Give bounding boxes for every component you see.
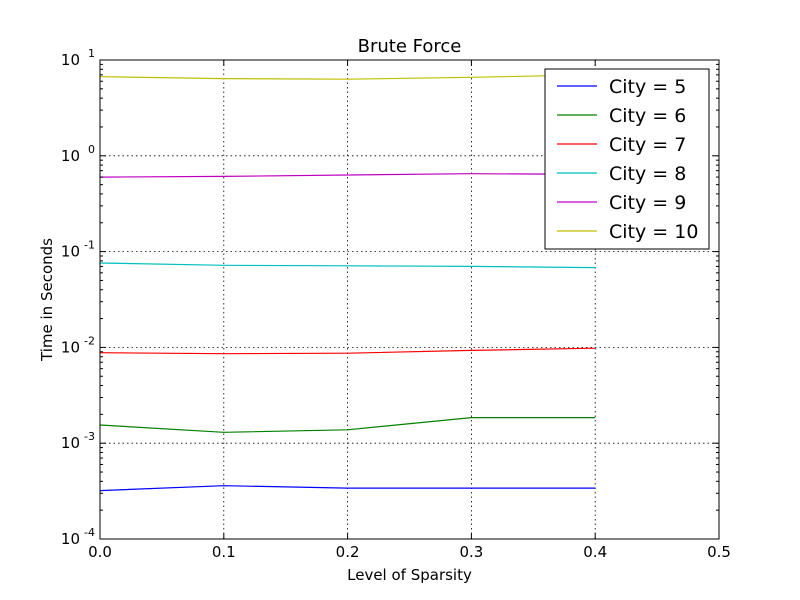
x-tick-label: 0.0 — [88, 543, 112, 561]
legend-box — [544, 68, 710, 250]
legend-label: City = 10 — [609, 221, 698, 243]
y-tick-label: 10 -4 — [61, 526, 95, 548]
x-tick-label: 0.5 — [707, 543, 731, 561]
y-tick-label: 10 -3 — [61, 430, 95, 452]
series-layer — [99, 74, 596, 492]
chart-title: Brute Force — [358, 36, 462, 57]
x-tick-label: 0.4 — [583, 543, 607, 561]
y-tick-exponent: 1 — [88, 47, 95, 60]
y-tick-exponent: -2 — [84, 334, 95, 347]
legend-label: City = 7 — [609, 134, 686, 156]
series-line-2 — [99, 417, 596, 433]
series-line-3 — [99, 347, 596, 355]
y-tick-base: 10 — [61, 51, 80, 69]
y-tick-base: 10 — [61, 530, 80, 548]
legend-label: City = 6 — [609, 105, 686, 127]
y-tick-label: 10 -2 — [61, 334, 95, 356]
y-tick-label: 10 -1 — [61, 239, 95, 261]
legend-label: City = 5 — [609, 76, 686, 98]
y-tick-base: 10 — [61, 434, 80, 452]
grid — [100, 60, 719, 539]
legend-label: City = 8 — [609, 163, 686, 185]
y-axis-label: Time in Seconds — [38, 238, 56, 362]
x-tick-label: 0.2 — [336, 543, 360, 561]
y-tick-label: 10 0 — [61, 143, 95, 165]
series-line-6 — [99, 74, 596, 80]
x-tick-label: 0.1 — [212, 543, 236, 561]
tick-labels: 0.0 0.1 0.2 0.3 0.4 0.5 10 -4 10 -3 10 -2 10 -1 10 0 10 1 — [61, 47, 731, 561]
legend-label: City = 9 — [609, 192, 686, 214]
series-line-1 — [99, 485, 596, 492]
y-tick-exponent: -4 — [84, 526, 95, 539]
y-tick-label: 10 1 — [61, 47, 95, 69]
y-tick-exponent: 0 — [88, 143, 95, 156]
y-tick-exponent: -3 — [84, 430, 95, 443]
y-tick-exponent: -1 — [84, 239, 95, 252]
x-tick-label: 0.3 — [459, 543, 483, 561]
y-tick-base: 10 — [61, 147, 80, 165]
plot-frame — [99, 59, 720, 540]
y-tick-base: 10 — [61, 243, 80, 261]
series-line-4 — [99, 262, 596, 269]
series-line-5 — [99, 173, 596, 178]
legend: City = 5 City = 6 City = 7 City = 8 City = 9… — [544, 68, 710, 250]
ticks — [99, 59, 720, 540]
y-tick-base: 10 — [61, 338, 80, 356]
x-axis-label: Level of Sparsity — [347, 566, 472, 584]
